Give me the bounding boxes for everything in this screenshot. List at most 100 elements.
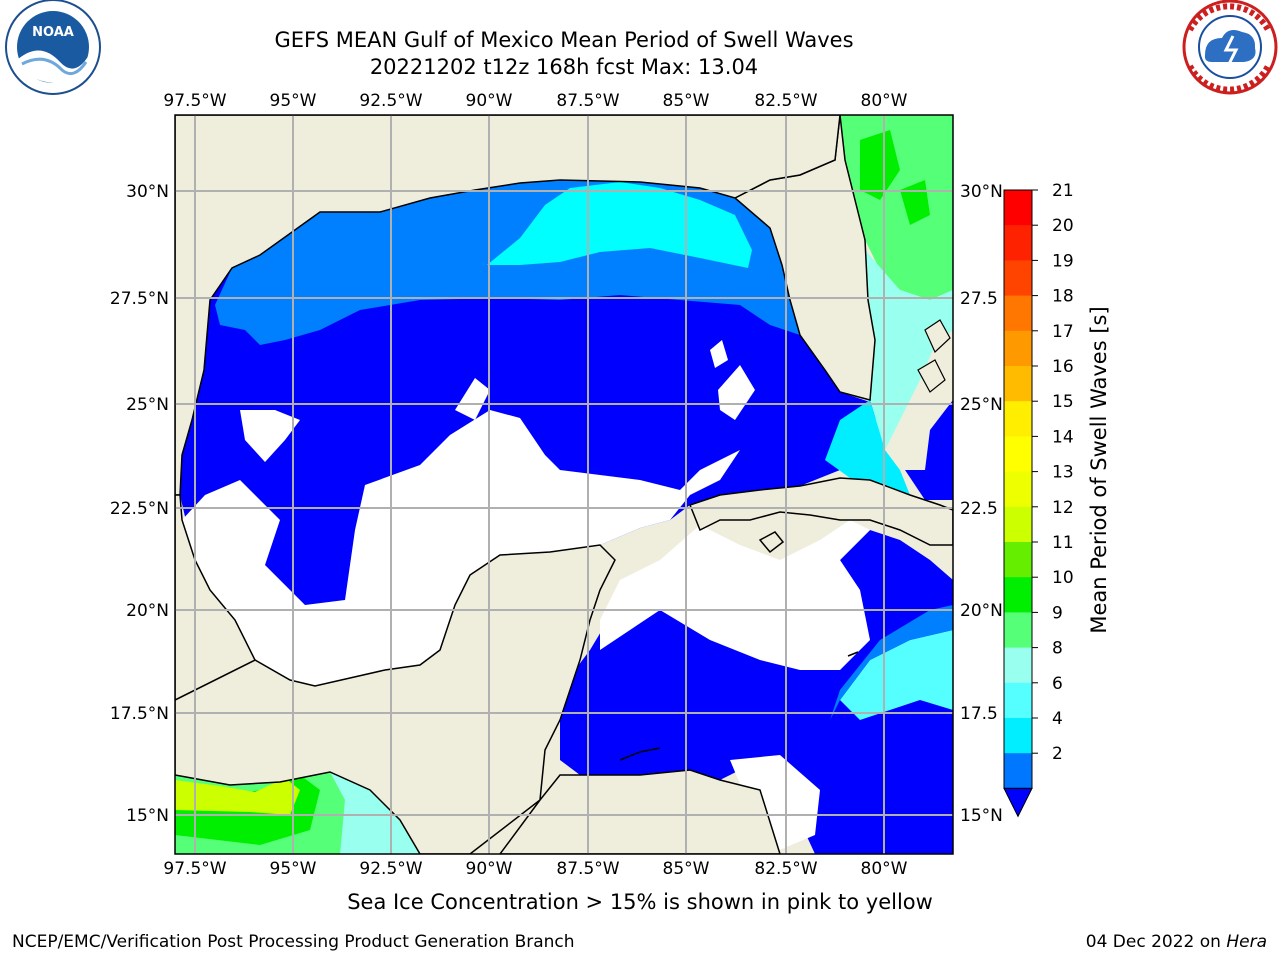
footer-host: Hera — [1226, 932, 1267, 952]
colorbar-tick-label: 20 — [1052, 216, 1074, 236]
pacific-swell-yellowgreen — [175, 778, 300, 815]
central-america — [499, 769, 781, 854]
straits-blue — [905, 400, 953, 500]
colorbar-tick-label: 8 — [1052, 639, 1063, 659]
colorbar-tick-label: 15 — [1052, 392, 1074, 412]
lon-label: 87.5°W — [556, 859, 619, 879]
colorbar-segment — [1004, 682, 1032, 719]
colorbar-segment — [1004, 612, 1032, 649]
jamaica-cayman-islands — [619, 651, 859, 761]
colorbar-tick-label: 14 — [1052, 427, 1074, 447]
lon-label: 90°W — [466, 91, 513, 111]
lat-label: 15°N — [960, 806, 1003, 826]
lat-label: 30°N — [126, 182, 169, 202]
colorbar-segment — [1004, 506, 1032, 543]
lat-label: 27.5 — [960, 289, 998, 309]
lon-label: 87.5°W — [556, 91, 619, 111]
lon-label: 82.5°W — [754, 91, 817, 111]
lon-label: 97.5°W — [163, 859, 226, 879]
colorbar-segment — [1004, 542, 1032, 578]
footer-date: 04 Dec 2022 on Hera — [1086, 932, 1267, 952]
colorbar-tick-label: 18 — [1052, 287, 1074, 307]
lat-label: 22.5 — [960, 499, 998, 519]
lon-label: 95°W — [270, 91, 317, 111]
colorbar-segment — [1004, 577, 1032, 613]
colorbar-tick-label: 4 — [1052, 709, 1063, 729]
lon-label: 85°W — [663, 91, 710, 111]
atlantic-lightcyan — [865, 250, 953, 450]
straits-cyan — [825, 400, 910, 495]
colorbar-extend-arrow — [1003, 787, 1033, 818]
colorbar-tick-label: 19 — [1052, 251, 1074, 271]
gulf-nodata-patch-2 — [455, 378, 490, 420]
lat-label: 25°N — [126, 395, 169, 415]
colorbar-segment — [1004, 260, 1032, 297]
cuba-island — [689, 477, 953, 546]
gulf-nodata-patch-1 — [240, 410, 300, 462]
gulf-nodata-south — [182, 410, 740, 686]
lat-label: 30°N — [960, 182, 1003, 202]
caribbean-lightblue-swell — [830, 605, 953, 720]
colorbar: 21 20 19 18 17 16 15 14 13 12 11 10 9 8 6 4 2 — [1003, 181, 1074, 818]
colorbar-tick-label: 21 — [1052, 181, 1074, 201]
colorbar-tick-label: 2 — [1052, 744, 1063, 764]
lat-label: 22.5°N — [110, 499, 169, 519]
map-subtitle: 20221202 t12z 168h fcst Max: 13.04 — [369, 55, 759, 79]
graticule — [175, 115, 953, 854]
colorbar-tick-label: 9 — [1052, 603, 1063, 623]
nws-logo — [1182, 0, 1278, 95]
colorbar-tick-label: 10 — [1052, 568, 1074, 588]
lon-label: 92.5°W — [359, 91, 422, 111]
yucatan-peninsula — [175, 544, 616, 854]
caribbean-cyan-swell — [840, 630, 953, 720]
colorbar-segment — [1004, 330, 1032, 367]
lon-label: 90°W — [466, 859, 513, 879]
colorbar-segment — [1004, 366, 1032, 402]
lat-labels-right: 30°N 27.5 25°N 22.5 20°N 17.5 15°N — [960, 182, 1003, 826]
lon-label: 95°W — [270, 859, 317, 879]
noaa-logo-text: NOAA — [32, 25, 74, 40]
lat-label: 20°N — [126, 601, 169, 621]
lon-labels-top: 97.5°W 95°W 92.5°W 90°W 87.5°W 85°W 82.5… — [163, 91, 907, 111]
colorbar-segment — [1004, 436, 1032, 473]
lon-label: 97.5°W — [163, 91, 226, 111]
atlantic-lightgreen-patch — [860, 130, 900, 200]
sea-ice-caption: Sea Ice Concentration > 15% is shown in … — [347, 890, 933, 914]
footer-credit: NCEP/EMC/Verification Post Processing Pr… — [12, 932, 575, 952]
lat-label: 27.5°N — [110, 289, 169, 309]
lon-label: 80°W — [861, 91, 908, 111]
lat-label: 17.5°N — [110, 704, 169, 724]
noaa-logo: NOAA — [5, 0, 101, 95]
colorbar-tick-label: 12 — [1052, 498, 1074, 518]
lon-label: 80°W — [861, 859, 908, 879]
gulf-nodata-patch-3 — [710, 340, 728, 368]
colorbar-tick-label: 13 — [1052, 463, 1074, 483]
map-title: GEFS MEAN Gulf of Mexico Mean Period of … — [274, 28, 854, 52]
us-gulf-coast — [175, 115, 841, 496]
lon-label: 85°W — [663, 859, 710, 879]
colorbar-segment — [1004, 647, 1032, 684]
footer-date-text: 04 Dec 2022 on — [1085, 932, 1227, 952]
lat-label: 15°N — [126, 806, 169, 826]
lon-labels-bottom: 97.5°W 95°W 92.5°W 90°W 87.5°W 85°W 82.5… — [163, 859, 907, 879]
colorbar-tick-label: 17 — [1052, 322, 1074, 342]
colorbar-segment — [1004, 295, 1032, 332]
colorbar-tick-label: 11 — [1052, 533, 1074, 553]
colorbar-frame — [1003, 189, 1033, 789]
lat-label: 17.5 — [960, 704, 998, 724]
bahamas — [917, 319, 951, 393]
lat-label: 20°N — [960, 601, 1003, 621]
lon-label: 82.5°W — [754, 859, 817, 879]
colorbar-tick-label: 6 — [1052, 674, 1063, 694]
gulf-nodata-patch-4 — [718, 365, 755, 420]
colorbar-segment — [1004, 718, 1032, 754]
lon-label: 92.5°W — [359, 859, 422, 879]
lat-label: 25°N — [960, 395, 1003, 415]
colorbar-segment — [1004, 401, 1032, 437]
colorbar-segment — [1004, 753, 1032, 789]
colorbar-segment — [1004, 225, 1032, 261]
caribbean-nodata — [600, 520, 870, 670]
isle-of-youth — [758, 531, 785, 554]
colorbar-segment — [1004, 190, 1032, 226]
colorbar-label: Mean Period of Swell Waves [s] — [1087, 306, 1111, 633]
